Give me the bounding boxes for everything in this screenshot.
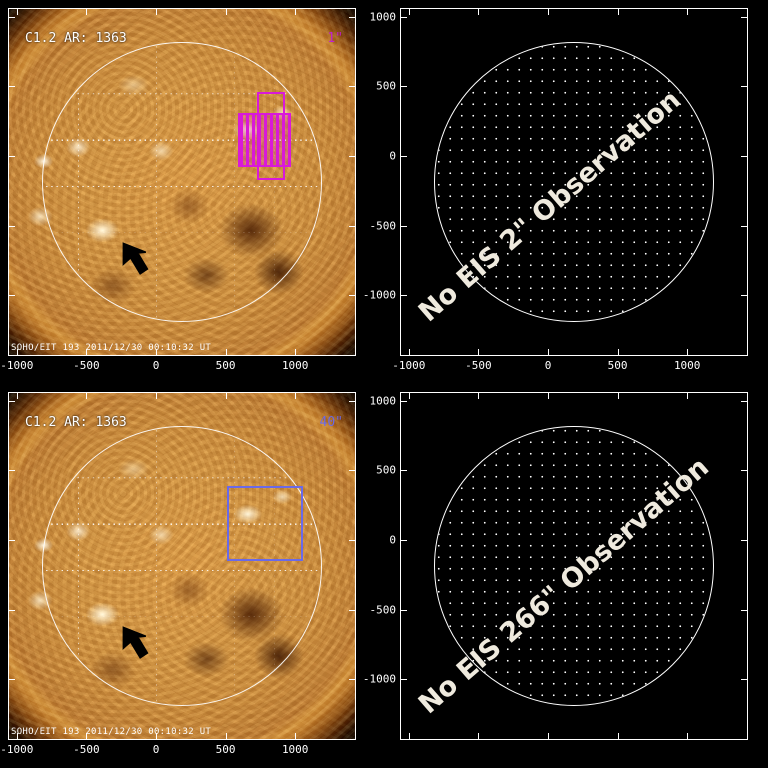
x-tick-label: -1000: [0, 359, 34, 372]
top-left-plot-area: C1.2 AR: 1363 1" SOHO/EIT 193 2011/12/30…: [8, 8, 356, 356]
y-tick-label: -1000: [362, 288, 396, 302]
top-right-plot-area: No EIS 2" Observation: [400, 8, 748, 356]
synoptic-grid-rings-bottom: [435, 427, 713, 705]
x-tick-label: 0: [152, 359, 160, 372]
solar-limb-bottom: [42, 426, 322, 706]
synoptic-disc-bottom: [434, 426, 714, 706]
event-label-bottom: C1.2 AR: 1363: [25, 415, 127, 430]
bottom-right-plot-area: No EIS 266" Observation: [400, 392, 748, 740]
panel-top-left: C1.2 AR: 1363 1" SOHO/EIT 193 2011/12/30…: [0, 0, 384, 384]
bottom-left-plot-area: C1.2 AR: 1363 40" SOHO/EIT 193 2011/12/3…: [8, 392, 356, 740]
y-tick-label: -500: [369, 603, 397, 617]
x-tick-label: 1000: [281, 743, 309, 756]
synoptic-disc-top: [434, 42, 714, 322]
x-tick-label: 0: [152, 743, 160, 756]
eis-raster-overlay-top: [9, 9, 355, 355]
panel-top-right: No EIS 2" Observation 1000 500: [363, 0, 768, 384]
solar-limb-top: [42, 42, 322, 322]
y-tick-label: 0: [389, 149, 396, 163]
x-tick-label: 500: [215, 743, 236, 756]
y-tick-label: 500: [376, 79, 396, 93]
active-region-pointer-bottom: [122, 626, 149, 659]
x-tick-label: -1000: [0, 743, 34, 756]
x-tick-label: 1000: [281, 359, 309, 372]
active-region-pointer-top: [122, 242, 149, 275]
eis-fov-box-bottom: [227, 486, 303, 561]
observation-timestamp-bottom: SOHO/EIT 193 2011/12/30 00:10:32 UT: [11, 727, 212, 737]
x-tick-label: 0: [544, 359, 552, 372]
slit-size-label-top: 1": [327, 31, 343, 46]
observation-timestamp-top: SOHO/EIT 193 2011/12/30 00:10:32 UT: [11, 343, 212, 353]
x-tick-label: -500: [73, 743, 100, 756]
y-tick-label: 1000: [369, 10, 397, 24]
y-tick-label: 1000: [369, 394, 397, 408]
x-tick-label: -500: [465, 359, 492, 372]
y-tick-label: 500: [376, 463, 396, 477]
synoptic-grid-rings-top: [435, 43, 713, 321]
x-tick-label: -1000: [392, 359, 426, 372]
x-tick-label: 1000: [673, 359, 701, 372]
panel-bottom-right: No EIS 266" Observation 1000 500: [363, 384, 768, 768]
slit-size-label-bottom: 40": [319, 415, 343, 430]
x-tick-label: 500: [607, 359, 628, 372]
panel-bottom-left: C1.2 AR: 1363 40" SOHO/EIT 193 2011/12/3…: [0, 384, 384, 768]
y-tick-label: -1000: [362, 672, 396, 686]
y-tick-label: -500: [369, 219, 397, 233]
event-label-top: C1.2 AR: 1363: [25, 31, 127, 46]
y-tick-label: 0: [389, 533, 396, 547]
heliographic-grid-top: [43, 43, 321, 321]
x-tick-label: -500: [73, 359, 100, 372]
heliographic-grid-bottom: [43, 427, 321, 705]
raster-slit-stack: [238, 113, 291, 167]
x-tick-label: 500: [215, 359, 236, 372]
